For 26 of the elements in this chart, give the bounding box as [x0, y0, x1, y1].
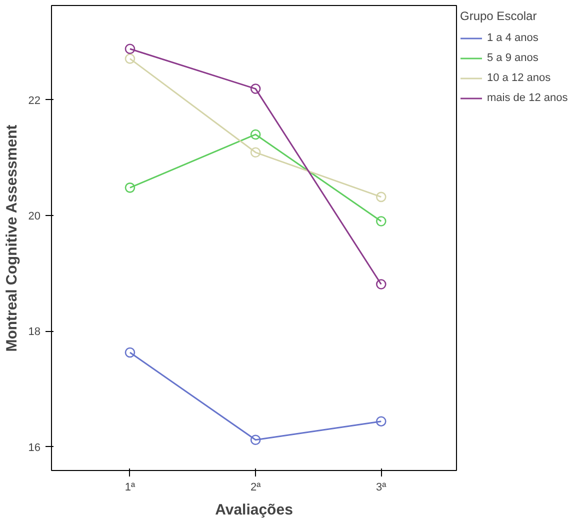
y-tick-label: 16 — [28, 442, 41, 454]
x-axis-title: Avaliações — [215, 502, 293, 518]
point — [250, 129, 261, 140]
y-tick-label: 20 — [28, 210, 41, 222]
legend-label: 1 a 4 anos — [487, 32, 538, 44]
legend-label: 5 a 9 anos — [487, 52, 538, 64]
point — [124, 347, 136, 358]
y-axis-title: Montreal Cognitive Assessment — [3, 124, 20, 352]
legend-title: Grupo Escolar — [460, 9, 538, 23]
point — [250, 84, 261, 94]
y-tick-label: 18 — [28, 326, 41, 338]
legend-label: 10 a 12 anos — [487, 72, 551, 84]
point — [250, 434, 261, 445]
point — [124, 54, 136, 64]
x-tick-label: 1ª — [124, 482, 136, 494]
point — [376, 416, 386, 426]
y-tick-label: 22 — [28, 94, 41, 107]
point — [376, 216, 386, 226]
point — [376, 279, 386, 290]
point — [376, 192, 386, 202]
point — [124, 44, 136, 54]
point — [250, 147, 261, 158]
x-tick-label: 3ª — [376, 482, 388, 494]
x-tick-label: 2ª — [250, 482, 262, 494]
point — [124, 182, 136, 193]
legend-label: mais de 12 anos — [487, 92, 568, 104]
